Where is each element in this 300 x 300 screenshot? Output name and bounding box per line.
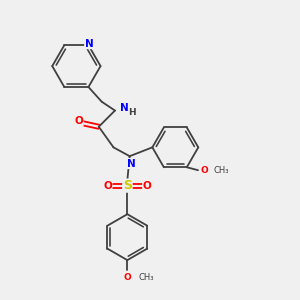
Text: N: N: [85, 39, 93, 49]
Text: H: H: [128, 107, 136, 116]
Text: CH₃: CH₃: [139, 273, 154, 282]
Text: N: N: [127, 158, 136, 169]
Text: O: O: [124, 273, 131, 282]
Text: O: O: [103, 181, 112, 190]
Text: N: N: [120, 103, 129, 113]
Text: CH₃: CH₃: [213, 166, 229, 175]
Text: S: S: [123, 179, 132, 192]
Text: O: O: [143, 181, 152, 190]
Text: O: O: [74, 116, 83, 126]
Text: O: O: [201, 166, 209, 175]
